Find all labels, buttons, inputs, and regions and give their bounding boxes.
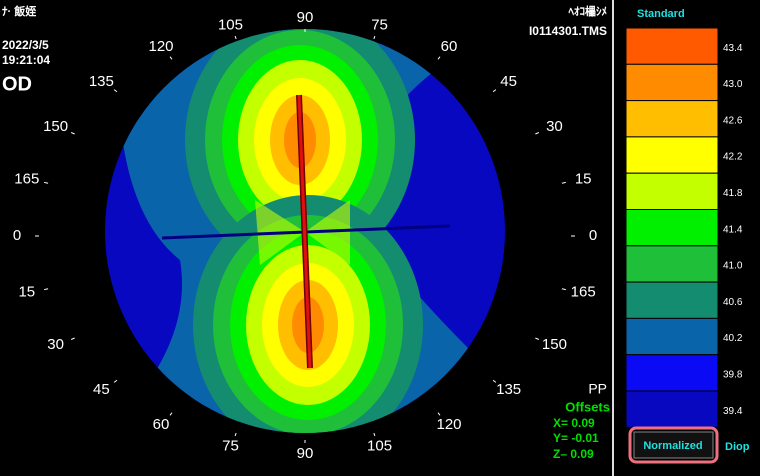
button-face[interactable]	[633, 431, 714, 459]
angle-label: 15	[18, 283, 35, 300]
angle-label: 105	[367, 438, 392, 455]
scale-swatch	[625, 172, 719, 210]
angle-tick	[437, 56, 441, 60]
angle-tick	[373, 432, 376, 437]
offset-y: Y= -0.01	[553, 431, 599, 445]
angle-label: 150	[43, 118, 68, 135]
scale-swatch	[625, 136, 719, 174]
angle-tick	[373, 35, 376, 40]
angle-label: 120	[148, 38, 173, 55]
angle-tick	[492, 379, 497, 383]
color-scale: 43.4 43.0 42.6 42.2 41.8 41.4 41.0 40.6 40.2 39.8…	[625, 27, 743, 428]
angle-tick	[535, 132, 540, 135]
angle-tick	[70, 337, 75, 340]
angle-label: 15	[575, 171, 592, 188]
angle-tick	[561, 288, 566, 291]
angle-label: 45	[500, 73, 517, 90]
angle-tick	[169, 56, 173, 60]
angle-label: 45	[93, 381, 110, 398]
scale-label: 42.6	[723, 115, 743, 126]
normalized-button[interactable]: Normalized	[628, 426, 719, 464]
offset-z: Z– 0.09	[553, 447, 594, 461]
angle-label: 90	[297, 445, 314, 462]
scale-label: 43.0	[723, 79, 743, 90]
scale-label: 41.0	[723, 261, 743, 272]
eye-label: OD	[2, 73, 32, 95]
scale-label: 42.2	[723, 152, 743, 163]
angle-label: 165	[571, 283, 596, 300]
scale-label: 43.4	[723, 43, 743, 54]
scale-label: 40.6	[723, 297, 743, 308]
steep-axis	[297, 94, 312, 369]
scale-label: 39.8	[723, 369, 743, 380]
scale-swatch	[625, 209, 719, 247]
angle-label: 165	[14, 171, 39, 188]
scale-label: 40.2	[723, 333, 743, 344]
angle-label: 120	[436, 416, 461, 433]
angle-tick	[234, 35, 237, 40]
scale-swatch	[625, 100, 719, 138]
angle-label: 150	[542, 336, 567, 353]
angle-label: 105	[218, 16, 243, 33]
angle-tick	[437, 412, 441, 416]
exam-date: 2022/3/5	[2, 38, 49, 52]
scale-label: 41.8	[723, 188, 743, 199]
angle-label: 135	[496, 381, 521, 398]
scale-swatch	[625, 390, 719, 428]
angle-tick	[169, 412, 173, 416]
exam-time: 19:21:04	[2, 53, 50, 67]
scale-swatch	[625, 63, 719, 102]
angle-label: 30	[47, 336, 64, 353]
mode-label: PP	[588, 381, 607, 397]
angle-tick	[535, 337, 540, 340]
scale-swatch	[625, 281, 719, 319]
operator: ﾍｵｺ櫑ｼﾒ	[568, 4, 608, 18]
scale-swatch	[625, 27, 719, 65]
angle-tick	[44, 181, 49, 184]
angle-tick	[113, 89, 118, 93]
unit-label: Diop	[725, 441, 750, 453]
angle-label: 60	[153, 416, 170, 433]
scale-swatch	[625, 317, 719, 356]
angle-tick	[44, 288, 49, 291]
offset-x: X= 0.09	[553, 416, 595, 430]
angle-tick	[234, 432, 237, 437]
scale-label: 39.4	[723, 406, 743, 417]
offsets-title: Offsets	[565, 399, 610, 414]
angle-label: 0	[13, 227, 21, 244]
angle-label: 60	[441, 38, 458, 55]
scale-title: Standard	[637, 8, 685, 20]
angle-tick	[561, 181, 566, 184]
button-highlight	[628, 426, 719, 464]
angle-tick	[492, 89, 497, 93]
scale-swatch	[625, 354, 719, 392]
angle-label: 90	[297, 9, 314, 26]
scale-label: 41.4	[723, 224, 743, 235]
angle-label: 0	[589, 227, 597, 244]
file-name: I0114301.TMS	[529, 24, 607, 38]
angle-label: 30	[546, 118, 563, 135]
angle-label: 75	[222, 438, 239, 455]
angle-label: 135	[89, 73, 114, 90]
scale-swatch	[625, 245, 719, 283]
angle-label: 75	[371, 16, 388, 33]
angle-tick	[70, 132, 75, 135]
angle-tick	[113, 379, 118, 383]
patient-name: ﾅ· 飯姪	[2, 4, 36, 18]
button-label[interactable]: Normalized	[643, 440, 702, 452]
